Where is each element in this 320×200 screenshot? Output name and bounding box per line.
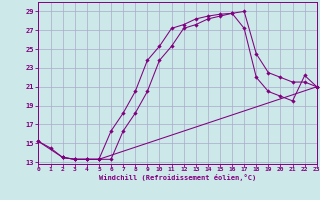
X-axis label: Windchill (Refroidissement éolien,°C): Windchill (Refroidissement éolien,°C) [99,174,256,181]
